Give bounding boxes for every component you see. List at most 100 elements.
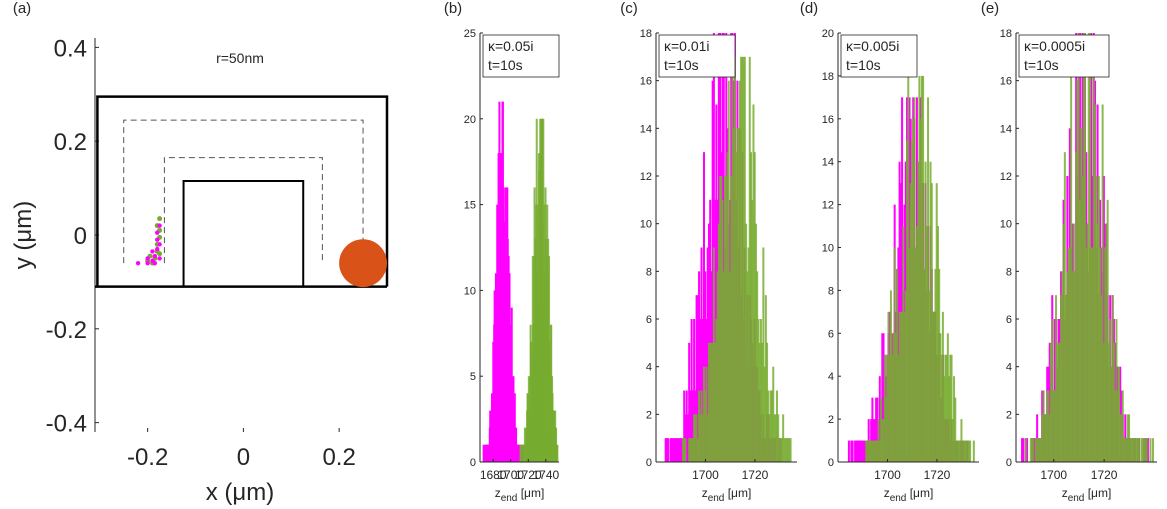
magenta-point xyxy=(157,242,162,247)
bar-magenta xyxy=(861,440,864,462)
bar-green xyxy=(705,366,708,462)
bar-green xyxy=(556,444,559,462)
bar-green xyxy=(1078,199,1081,463)
panel-label-a: (a) xyxy=(13,0,31,17)
bar-green xyxy=(1115,319,1118,462)
bar-green xyxy=(946,333,949,462)
bar-green xyxy=(783,438,786,462)
bar-green xyxy=(699,414,702,462)
bar-green xyxy=(1120,414,1123,462)
bar-green xyxy=(1070,56,1073,462)
bar-magenta xyxy=(706,247,709,462)
panel-label-b: (b) xyxy=(444,0,462,17)
y-tick-label: 20 xyxy=(464,114,476,126)
x-tick-label: 1700 xyxy=(497,468,524,482)
y-tick-label: 0 xyxy=(1006,457,1012,469)
magenta-point xyxy=(155,230,160,235)
bar-magenta xyxy=(711,80,714,463)
bar-magenta xyxy=(483,444,486,462)
magenta-point xyxy=(155,237,160,242)
bar-green xyxy=(724,176,727,462)
y-tick-label: -0.2 xyxy=(46,317,87,344)
bar-green xyxy=(1090,247,1093,462)
bar-green xyxy=(896,268,899,462)
bar-magenta xyxy=(878,376,881,462)
bar-green xyxy=(949,354,952,462)
bar-green xyxy=(1060,295,1063,462)
panel-c: (c) 0 2 4 6 8 10 12 14 16 18 1700 1720 zend [μm] κ=0.0… xyxy=(620,0,797,504)
bar-green xyxy=(1143,438,1146,462)
bar-green xyxy=(881,419,884,462)
y-tick-label: 0 xyxy=(74,223,87,250)
bar-green xyxy=(700,390,703,462)
bar-green xyxy=(735,152,738,462)
bar-magenta xyxy=(670,438,673,462)
y-tick-label: 6 xyxy=(646,314,652,326)
bar-green xyxy=(1053,390,1056,462)
bar-green xyxy=(924,161,927,462)
bar-green xyxy=(913,97,916,462)
bar-green xyxy=(757,319,760,462)
bar-green xyxy=(1092,56,1095,462)
bar-green xyxy=(711,342,714,462)
magenta-point xyxy=(152,253,158,259)
bar-green xyxy=(1128,414,1131,462)
bar-green xyxy=(1066,271,1069,462)
y-tick-label: 4 xyxy=(828,371,834,383)
bar-green xyxy=(768,414,771,462)
bar-magenta xyxy=(683,390,686,462)
bar-green xyxy=(909,183,912,462)
bar-green xyxy=(941,311,944,462)
bar-green xyxy=(1075,152,1078,462)
bar-green xyxy=(1135,438,1138,462)
bar-green xyxy=(1042,390,1045,462)
bar-green xyxy=(954,397,957,462)
bar-green xyxy=(762,247,765,462)
y-tick-label: 0 xyxy=(828,457,834,469)
bar-green xyxy=(866,440,869,462)
bar-green xyxy=(728,271,731,462)
bar-green xyxy=(788,438,791,462)
legend-kappa: κ=0.005i xyxy=(846,38,899,54)
bar-green xyxy=(918,75,921,463)
bar-green xyxy=(698,390,701,462)
bar-green xyxy=(1091,247,1094,462)
series-green xyxy=(519,118,559,463)
bar-green xyxy=(936,226,939,462)
bar-green xyxy=(1072,223,1075,462)
bar-green xyxy=(1141,438,1144,462)
bar-green xyxy=(766,342,769,462)
bar-green xyxy=(1097,176,1100,462)
bar-green xyxy=(1096,223,1099,462)
bar-green xyxy=(1136,438,1139,462)
y-tick-label: 10 xyxy=(640,219,652,231)
bar-magenta xyxy=(669,438,672,462)
y-tick-label: 2 xyxy=(828,414,834,426)
bar-green xyxy=(1140,438,1143,462)
bar-green xyxy=(917,161,920,462)
y-tick-label: 10 xyxy=(464,285,476,297)
y-tick-label: 20 xyxy=(822,28,834,40)
bar-magenta xyxy=(854,440,857,462)
bar-green xyxy=(1063,152,1066,462)
bar-green xyxy=(1067,247,1070,462)
legend-time: t=10s xyxy=(1024,57,1059,73)
bar-magenta xyxy=(664,438,667,462)
bar-magenta xyxy=(665,438,668,462)
x-axis-label: zend [μm] xyxy=(495,486,545,504)
bar-green xyxy=(1111,295,1114,462)
legend-box xyxy=(482,34,560,78)
bar-green xyxy=(960,419,963,462)
bar-green xyxy=(1073,271,1076,462)
bar-green xyxy=(689,438,692,462)
y-tick-label: 0 xyxy=(470,457,476,469)
bar-green xyxy=(731,56,734,462)
bar-green xyxy=(898,311,901,462)
bar-green xyxy=(773,414,776,462)
legend-time: t=10s xyxy=(488,57,523,73)
bar-green xyxy=(1145,438,1148,462)
bar-green xyxy=(754,223,757,462)
bar-green xyxy=(886,354,889,462)
x-tick-label: 1720 xyxy=(515,468,542,482)
